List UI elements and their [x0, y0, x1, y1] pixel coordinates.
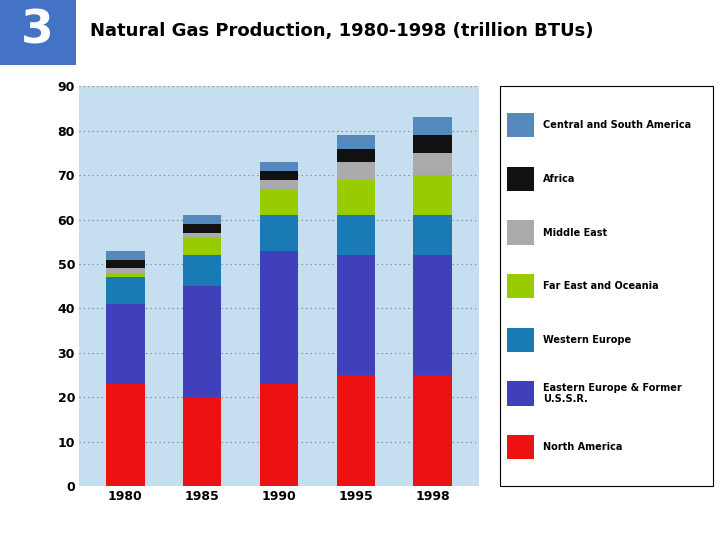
Text: Eastern Europe & Former
U.S.S.R.: Eastern Europe & Former U.S.S.R. — [543, 383, 682, 404]
Bar — [413, 375, 452, 486]
Text: 3: 3 — [21, 9, 54, 54]
Bar — [183, 215, 221, 224]
Bar — [260, 215, 298, 251]
Bar — [507, 220, 534, 245]
Bar — [507, 435, 534, 459]
Text: Africa: Africa — [543, 174, 575, 184]
Bar — [260, 180, 298, 188]
Bar — [507, 167, 534, 191]
Bar — [413, 153, 452, 175]
Bar — [106, 260, 145, 268]
Bar — [337, 162, 375, 180]
Bar — [260, 171, 298, 180]
Bar — [413, 118, 452, 135]
Bar — [106, 304, 145, 384]
Bar — [106, 268, 145, 273]
Bar — [507, 328, 534, 352]
Bar — [337, 255, 375, 375]
Bar — [183, 397, 221, 486]
Bar — [413, 255, 452, 375]
Bar — [106, 251, 145, 260]
Bar — [183, 255, 221, 286]
Bar — [183, 286, 221, 397]
Bar — [337, 135, 375, 148]
Text: North America: North America — [543, 442, 622, 452]
Bar — [183, 224, 221, 233]
Bar — [260, 162, 298, 171]
Text: Central and South America: Central and South America — [543, 120, 691, 130]
Bar — [106, 273, 145, 278]
Bar — [337, 180, 375, 215]
Bar — [507, 113, 534, 137]
Bar — [507, 274, 534, 298]
Bar — [337, 375, 375, 486]
Bar — [507, 381, 534, 406]
Bar — [106, 278, 145, 304]
Bar — [337, 148, 375, 162]
Bar — [413, 175, 452, 215]
Bar — [260, 188, 298, 215]
Text: Middle East: Middle East — [543, 227, 607, 238]
Bar — [413, 135, 452, 153]
Text: Far East and Oceania: Far East and Oceania — [543, 281, 659, 291]
Bar — [260, 251, 298, 384]
Bar — [183, 233, 221, 238]
Text: Western Europe: Western Europe — [543, 335, 631, 345]
Bar — [413, 215, 452, 255]
Text: Natural Gas Production, 1980-1998 (trillion BTUs): Natural Gas Production, 1980-1998 (trill… — [90, 22, 593, 40]
Bar — [106, 384, 145, 486]
Bar — [260, 384, 298, 486]
Bar — [183, 238, 221, 255]
Bar — [337, 215, 375, 255]
